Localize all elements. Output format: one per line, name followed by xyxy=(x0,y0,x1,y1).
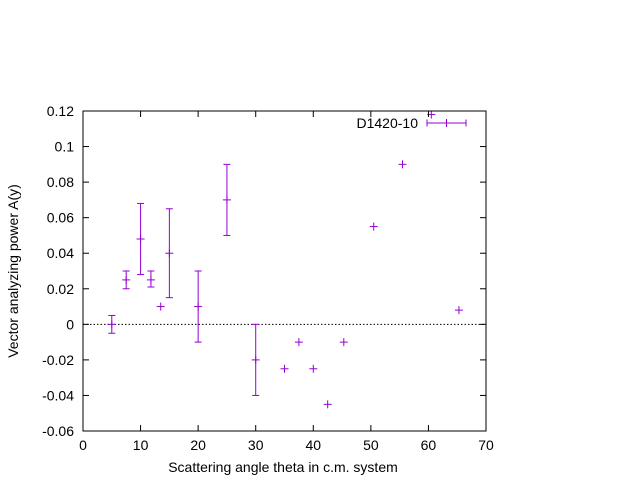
data-point xyxy=(309,364,318,373)
data-point xyxy=(251,323,260,396)
data-point xyxy=(107,314,116,334)
plot-frame xyxy=(82,110,487,432)
legend: D1420-10 xyxy=(357,115,467,131)
x-tick-label: 10 xyxy=(133,437,149,453)
data-point xyxy=(323,400,332,409)
data-point xyxy=(194,270,203,343)
y-tick-label: 0.12 xyxy=(47,103,74,119)
x-tick-label: 70 xyxy=(478,437,494,453)
axes-layer: 0 10 20 30 40 50 60 70 -0.06 -0.04 -0.02 0 0.02 0.04 0… xyxy=(42,103,494,453)
data-point xyxy=(146,270,155,288)
y-tick-label: -0.02 xyxy=(42,352,74,368)
y-tick-label: -0.06 xyxy=(42,423,74,439)
data-point xyxy=(454,306,463,315)
data-point xyxy=(165,208,174,299)
y-tick-label: 0.02 xyxy=(47,281,74,297)
y-tick-label: 0.1 xyxy=(55,139,75,155)
data-point xyxy=(294,338,303,347)
y-tick-label: 0.04 xyxy=(47,245,74,261)
data-point xyxy=(369,222,378,231)
data-point xyxy=(122,270,131,290)
x-tick-label: 20 xyxy=(190,437,206,453)
x-axis-label: Scattering angle theta in c.m. system xyxy=(168,459,398,475)
legend-label: D1420-10 xyxy=(357,115,419,131)
y-tick-label: 0 xyxy=(66,316,74,332)
x-tick-label: 40 xyxy=(305,437,321,453)
y-axis-label: Vector analyzing power A(y) xyxy=(5,184,21,358)
data-point xyxy=(339,338,348,347)
x-tick-label: 60 xyxy=(421,437,437,453)
data-point xyxy=(222,163,231,236)
data-point xyxy=(398,160,407,169)
x-tick-label: 30 xyxy=(248,437,264,453)
data-point xyxy=(280,364,289,373)
y-tick-label: 0.06 xyxy=(47,210,74,226)
y-tick-label: -0.04 xyxy=(42,387,74,403)
x-tick-label: 0 xyxy=(79,437,87,453)
x-tick-label: 50 xyxy=(363,437,379,453)
data-point xyxy=(136,202,145,276)
data-points-layer xyxy=(107,110,463,409)
data-point xyxy=(156,302,165,311)
y-tick-label: 0.08 xyxy=(47,174,74,190)
